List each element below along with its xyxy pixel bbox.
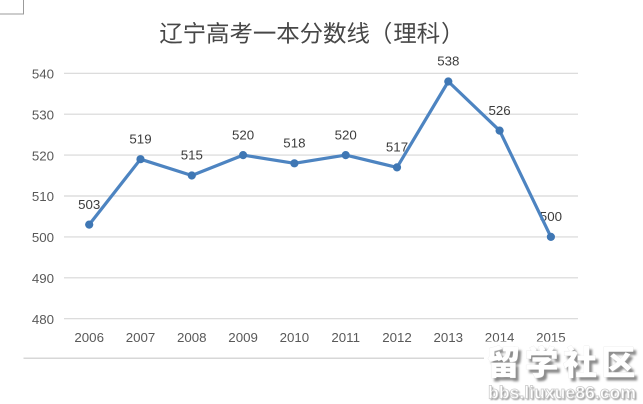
svg-text:526: 526 <box>489 103 511 118</box>
svg-text:490: 490 <box>32 271 54 286</box>
svg-text:2013: 2013 <box>434 330 464 345</box>
svg-text:2012: 2012 <box>382 330 412 345</box>
svg-text:2009: 2009 <box>228 330 258 345</box>
svg-text:2015: 2015 <box>536 330 566 345</box>
svg-text:2011: 2011 <box>331 330 360 345</box>
svg-text:530: 530 <box>32 107 54 122</box>
svg-text:2010: 2010 <box>280 330 310 345</box>
svg-text:538: 538 <box>437 54 459 69</box>
svg-text:520: 520 <box>32 148 54 163</box>
svg-text:520: 520 <box>335 127 357 142</box>
svg-text:bbs.liuxue86.com: bbs.liuxue86.com <box>488 383 636 403</box>
svg-text:2014: 2014 <box>485 330 515 345</box>
svg-text:520: 520 <box>232 127 254 142</box>
svg-text:518: 518 <box>283 136 305 151</box>
svg-text:515: 515 <box>181 148 203 163</box>
svg-text:480: 480 <box>32 312 54 327</box>
svg-text:519: 519 <box>129 131 151 146</box>
svg-text:2008: 2008 <box>177 330 207 345</box>
svg-text:517: 517 <box>386 140 408 155</box>
svg-text:2006: 2006 <box>74 330 104 345</box>
svg-text:2007: 2007 <box>126 330 156 345</box>
svg-text:500: 500 <box>32 230 54 245</box>
svg-text:540: 540 <box>32 67 54 82</box>
svg-text:bbs.liuxue86.com: bbs.liuxue86.com <box>489 384 637 404</box>
svg-text:503: 503 <box>78 197 100 212</box>
svg-text:510: 510 <box>32 189 54 204</box>
svg-text:500: 500 <box>540 209 562 224</box>
